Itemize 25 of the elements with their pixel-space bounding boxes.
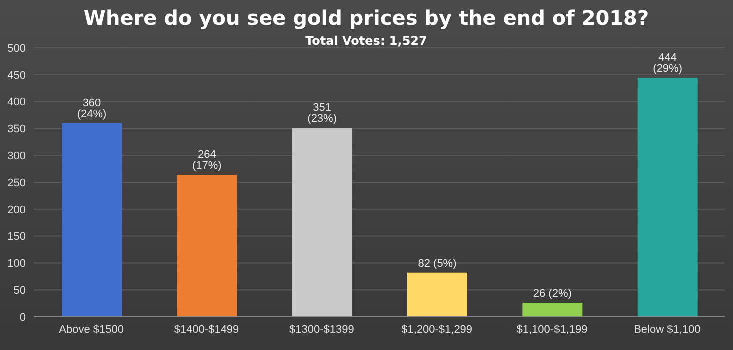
x-tick-label: $1,200-$1,299 — [402, 324, 473, 336]
x-tick-label: $1400-$1499 — [174, 324, 240, 336]
y-tick-label: 150 — [8, 231, 26, 244]
data-label: 82 (5%) — [418, 258, 457, 270]
x-tick-label: Below $1,100 — [634, 324, 701, 336]
y-tick-label: 350 — [8, 124, 26, 136]
y-tick-label: 500 — [8, 42, 26, 55]
x-tick-label: $1300-$1399 — [289, 324, 354, 336]
y-tick-label: 200 — [8, 204, 26, 216]
y-tick-label: 250 — [8, 177, 26, 190]
x-tick-label: Above $1500 — [59, 324, 124, 336]
data-label: 264 (17%) — [192, 148, 222, 172]
y-tick-label: 50 — [14, 285, 26, 298]
data-label: 360 (24%) — [77, 97, 107, 120]
y-tick-label: 0 — [20, 312, 26, 324]
y-tick-label: 400 — [8, 96, 26, 109]
data-label: 26 (2%) — [533, 288, 572, 300]
chart-subtitle: Total Votes: 1,527 — [306, 34, 428, 48]
y-tick-label: 450 — [8, 70, 26, 82]
y-tick-label: 300 — [8, 150, 26, 163]
data-label: 351 (23%) — [308, 102, 338, 126]
data-label: 444 (29%) — [653, 52, 683, 76]
chart-title: Where do you see gold prices by the end of 2018? — [82, 6, 650, 30]
x-tick-label: $1,100-$1,199 — [516, 324, 588, 336]
y-tick-label: 100 — [8, 258, 26, 270]
